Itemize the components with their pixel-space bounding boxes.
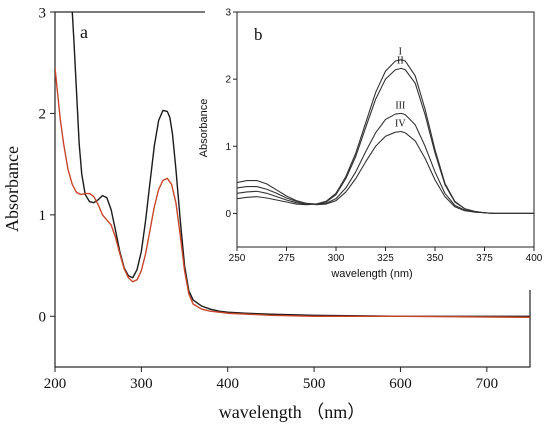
- panel-label-b: b: [254, 25, 263, 44]
- x-tick-label: 600: [389, 376, 412, 392]
- y-axis-label-a: Absorbance: [2, 146, 22, 232]
- series-line-a-2: [55, 67, 530, 318]
- x-axis-label-a: wavelength （nm）: [219, 402, 365, 422]
- x-tick-label: 700: [476, 376, 499, 392]
- y-tick-label: 0: [225, 209, 231, 220]
- x-tick-label: 400: [216, 376, 239, 392]
- y-tick-label: 2: [39, 107, 47, 123]
- series-label: III: [395, 100, 405, 111]
- series-label: I: [399, 47, 402, 58]
- x-tick-label: 200: [44, 376, 67, 392]
- y-tick-label: 0: [39, 310, 47, 326]
- series-line-b-3: [237, 112, 534, 214]
- y-tick-label: 1: [225, 142, 231, 153]
- x-tick-label: 350: [427, 253, 444, 264]
- series-group-a: [55, 12, 530, 318]
- x-tick-label: 275: [278, 253, 295, 264]
- y-axis-b: 0 1 2 3: [225, 8, 237, 220]
- x-tick-label: 375: [476, 253, 493, 264]
- x-tick-label: 400: [526, 253, 543, 264]
- y-axis-label-b: Absorbance: [198, 99, 210, 158]
- x-tick-label: 300: [130, 376, 153, 392]
- y-tick-label: 3: [225, 8, 231, 19]
- series-line-b-2: [237, 67, 534, 214]
- x-tick-label: 300: [328, 253, 345, 264]
- chart-panel-a: 200 300 400 500 600 700 0 1 2 3 a wavelength （nm…: [2, 5, 531, 422]
- series-label: II: [397, 55, 404, 66]
- series-line-a-1: [71, 12, 530, 317]
- x-axis-b: 250 275 300 325 350 375 400: [229, 247, 543, 264]
- x-tick-label: 250: [229, 253, 246, 264]
- y-axis-a: 0 1 2 3: [39, 5, 55, 326]
- y-tick-label: 3: [39, 5, 47, 21]
- series-group-b: [237, 59, 534, 214]
- y-tick-label: 1: [39, 208, 47, 224]
- x-tick-label: 325: [377, 253, 394, 264]
- y-tick-label: 2: [225, 75, 231, 86]
- panel-label-a: a: [80, 22, 88, 42]
- x-axis-label-b: wavelength (nm): [330, 268, 412, 280]
- series-line-b-4: [237, 130, 534, 214]
- x-tick-label: 500: [303, 376, 326, 392]
- series-label: IV: [395, 119, 406, 130]
- x-axis-a: 200 300 400 500 600 700: [44, 367, 498, 392]
